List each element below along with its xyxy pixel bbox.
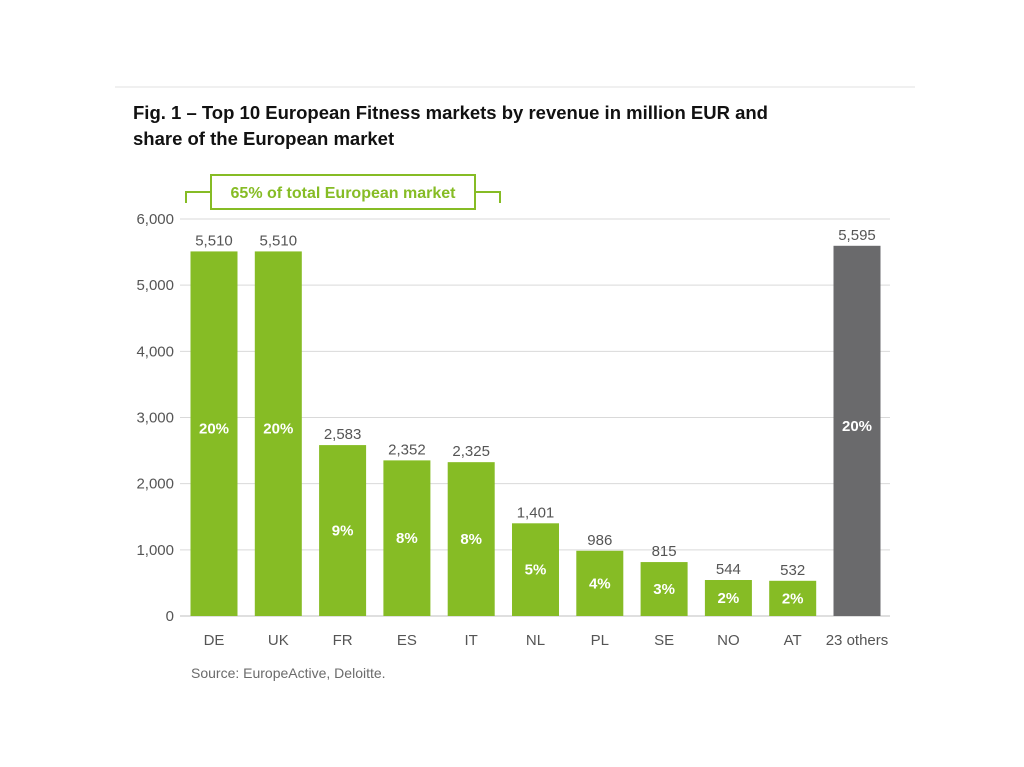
x-tick-label: UK <box>268 632 289 649</box>
bar-share-label: 4% <box>589 575 611 592</box>
bar <box>190 251 238 616</box>
bar-share-label: 8% <box>396 530 418 547</box>
y-tick-label: 0 <box>166 608 174 625</box>
x-tick-label: NO <box>717 632 740 649</box>
x-tick-label: DE <box>204 632 225 649</box>
bar-value-label: 532 <box>780 562 805 579</box>
x-tick-label: IT <box>465 632 478 649</box>
bar <box>769 580 817 616</box>
bar-share-label: 3% <box>653 581 675 598</box>
bar <box>833 245 881 617</box>
bar <box>704 580 752 616</box>
bar-share-label: 20% <box>842 418 872 435</box>
chart-title: Fig. 1 – Top 10 European Fitness markets… <box>133 100 833 152</box>
bar-share-label: 2% <box>718 590 740 607</box>
y-tick-label: 2,000 <box>136 476 174 493</box>
x-tick-label: NL <box>526 632 545 649</box>
annotation-text: 65% of total European market <box>231 185 457 202</box>
bar-value-label: 2,583 <box>324 426 362 443</box>
x-tick-label: AT <box>784 632 802 649</box>
y-tick-label: 3,000 <box>136 410 174 427</box>
bar <box>512 523 559 616</box>
bar <box>319 445 367 616</box>
bar <box>576 550 624 616</box>
bar-share-label: 20% <box>263 421 293 438</box>
x-tick-label: ES <box>397 632 417 649</box>
bar-share-label: 5% <box>525 562 547 579</box>
x-tick-label: PL <box>591 632 609 649</box>
bar-value-label: 5,510 <box>260 232 298 249</box>
y-tick-label: 4,000 <box>136 343 174 360</box>
chart-title-line-2: share of the European market <box>133 128 395 149</box>
x-tick-label: SE <box>654 632 674 649</box>
y-tick-label: 1,000 <box>136 542 174 559</box>
x-tick-label: FR <box>333 632 353 649</box>
chart-title-line-1: Fig. 1 – Top 10 European Fitness markets… <box>133 102 768 123</box>
bar-value-label: 986 <box>587 532 612 549</box>
annotation-bracket-right <box>475 191 501 203</box>
bar-value-label: 5,595 <box>838 227 876 244</box>
bar-value-label: 1,401 <box>517 504 555 521</box>
y-tick-label: 5,000 <box>136 277 174 294</box>
annotation-bracket-left <box>185 191 211 203</box>
bar <box>254 251 302 616</box>
bar <box>383 460 431 616</box>
bar <box>447 462 495 616</box>
bar-value-label: 815 <box>652 543 677 560</box>
annotation-box <box>210 174 476 210</box>
bar-value-label: 5,510 <box>195 232 233 249</box>
bar-value-label: 2,352 <box>388 441 426 458</box>
bar <box>640 562 688 616</box>
bar-share-label: 2% <box>782 590 804 607</box>
bar-value-label: 544 <box>716 561 741 578</box>
x-tick-label: 23 others <box>826 632 889 649</box>
source-note: Source: EuropeActive, Deloitte. <box>191 665 386 681</box>
bar-share-label: 8% <box>460 531 482 548</box>
y-tick-label: 6,000 <box>136 211 174 228</box>
top-divider <box>115 86 915 88</box>
bar-share-label: 9% <box>332 523 354 540</box>
bar-value-label: 2,325 <box>452 443 490 460</box>
bar-share-label: 20% <box>199 421 229 438</box>
